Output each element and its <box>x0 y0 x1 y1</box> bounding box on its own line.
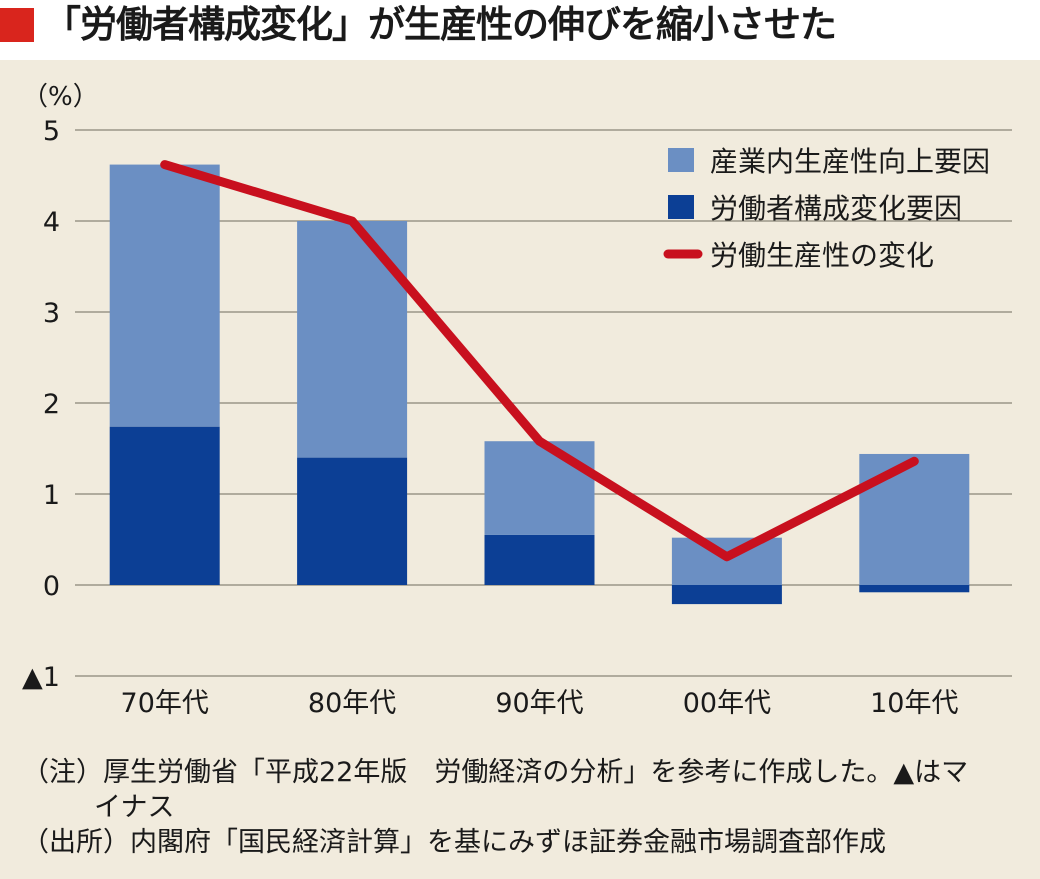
title-marker <box>0 8 34 42</box>
bar-workforce-composition <box>859 585 970 593</box>
bar-intra-industry <box>484 441 595 535</box>
x-tick-label: 10年代 <box>870 688 958 719</box>
y-axis-ticks: 5 4 3 2 1 0 ▲1 <box>22 116 60 693</box>
line-point <box>724 554 729 559</box>
line-point <box>912 459 917 464</box>
line-point <box>350 219 355 223</box>
y-tick-label: ▲1 <box>22 662 60 693</box>
legend-label: 労働者構成変化要因 <box>710 192 962 225</box>
bar-intra-industry <box>671 537 782 585</box>
x-tick-label: 90年代 <box>495 688 583 719</box>
source-note: （出所）内閣府「国民経済計算」を基にみずほ証券金融市場調査部作成 <box>22 827 886 858</box>
x-tick-label: 00年代 <box>683 688 771 719</box>
legend-label: 労働生産性の変化 <box>710 239 934 272</box>
chart: 5 4 3 2 1 0 ▲1 （%） 70年代 80年代 90年代 00年代 10年代 産業内生産性… <box>22 82 1012 719</box>
y-tick-label: 2 <box>43 389 60 420</box>
line-point <box>162 162 167 167</box>
x-tick-label: 80年代 <box>308 688 396 719</box>
title-bar: 「労働者構成変化」が生産性の伸びを縮小させた <box>0 0 1040 60</box>
line-series <box>160 160 919 562</box>
y-tick-label: 5 <box>43 116 60 147</box>
chart-title: 「労働者構成変化」が生産性の伸びを縮小させた <box>44 3 837 46</box>
line-point <box>537 439 542 444</box>
y-tick-label: 3 <box>43 298 60 329</box>
x-tick-label: 70年代 <box>121 688 209 719</box>
y-tick-label: 1 <box>43 480 60 511</box>
bar-workforce-composition <box>109 426 220 585</box>
legend-swatch <box>668 148 694 172</box>
note-line-1-continued: イナス <box>94 792 175 823</box>
bar-intra-industry <box>859 453 970 585</box>
x-axis-labels: 70年代 80年代 90年代 00年代 10年代 <box>121 688 959 719</box>
bar-intra-industry <box>297 221 408 458</box>
bar-workforce-composition <box>297 457 408 585</box>
y-axis-unit-label: （%） <box>22 82 99 112</box>
legend-swatch <box>668 195 694 219</box>
note-line-1: （注）厚生労働省「平成22年版 労働経済の分析」を参考に作成した。▲はマ <box>22 757 969 788</box>
legend-label: 産業内生産性向上要因 <box>710 145 990 178</box>
bar-intra-industry <box>109 164 220 427</box>
y-tick-label: 0 <box>43 571 60 602</box>
bar-workforce-composition <box>484 534 595 585</box>
bars <box>109 164 970 605</box>
y-tick-label: 4 <box>43 207 60 238</box>
bar-workforce-composition <box>671 585 782 605</box>
